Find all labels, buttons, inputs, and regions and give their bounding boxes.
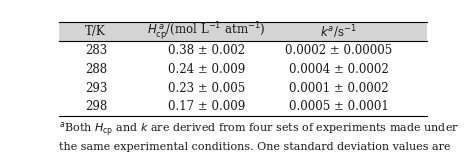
Text: 0.24 ± 0.009: 0.24 ± 0.009	[168, 63, 245, 76]
Bar	[59, 22, 427, 41]
Text: 293: 293	[85, 81, 107, 95]
Text: the same experimental conditions. One standard deviation values are: the same experimental conditions. One st…	[59, 142, 451, 152]
Text: 0.0004 ± 0.0002: 0.0004 ± 0.0002	[289, 63, 388, 76]
Text: 283: 283	[85, 44, 107, 57]
Text: 288: 288	[85, 63, 107, 76]
Text: 0.23 ± 0.005: 0.23 ± 0.005	[168, 81, 245, 95]
Text: 298: 298	[85, 100, 107, 113]
Text: 0.38 ± 0.002: 0.38 ± 0.002	[168, 44, 245, 57]
Text: $^{a}$Both $H_{\rm cp}$ and $k$ are derived from four sets of experiments made u: $^{a}$Both $H_{\rm cp}$ and $k$ are deri…	[59, 121, 459, 139]
Text: $H_{\rm cp}^{\,a}$/(mol L$^{-1}$ atm$^{-1}$): $H_{\rm cp}^{\,a}$/(mol L$^{-1}$ atm$^{-…	[147, 21, 265, 43]
Text: T/K: T/K	[85, 25, 106, 38]
Text: 0.0002 ± 0.00005: 0.0002 ± 0.00005	[285, 44, 392, 57]
Text: $k^{a}$/s$^{-1}$: $k^{a}$/s$^{-1}$	[320, 23, 357, 41]
Text: 0.17 ± 0.009: 0.17 ± 0.009	[168, 100, 245, 113]
Text: 0.0001 ± 0.0002: 0.0001 ± 0.0002	[289, 81, 388, 95]
Text: 0.0005 ± 0.0001: 0.0005 ± 0.0001	[289, 100, 388, 113]
